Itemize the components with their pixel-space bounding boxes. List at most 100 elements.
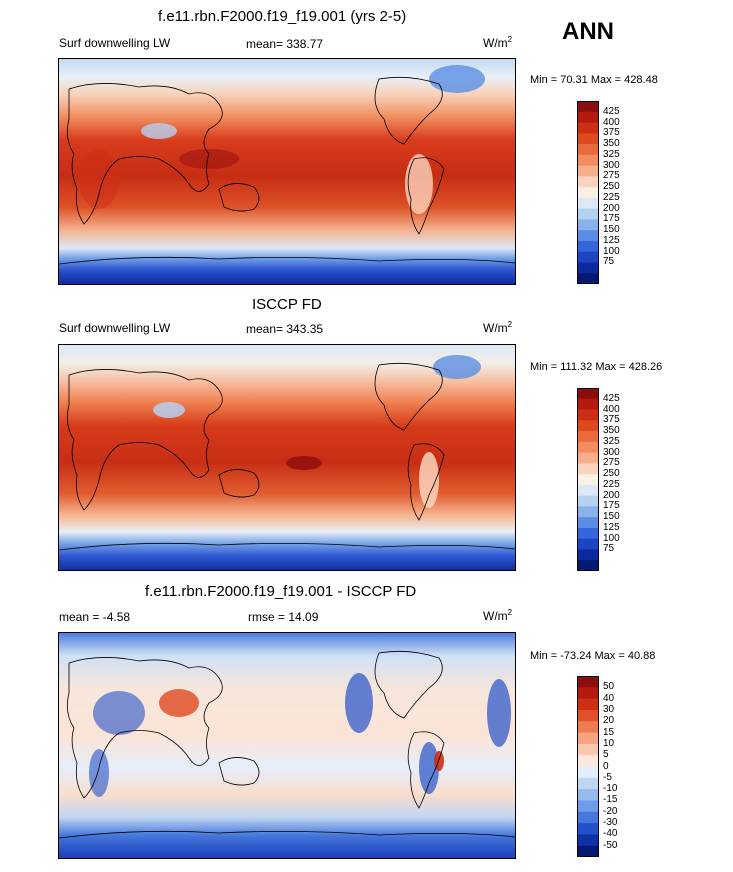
colorbar-tick-label: 175 xyxy=(603,213,620,225)
colorbar-tick-label: 125 xyxy=(603,234,620,246)
panel2-map xyxy=(58,344,516,571)
colorbar-swatch xyxy=(577,823,599,835)
colorbar-tick-label: -50 xyxy=(603,839,618,851)
colorbar-tick-label: 125 xyxy=(603,521,620,533)
panel2-units: W/m2 xyxy=(483,320,513,335)
colorbar-swatch xyxy=(577,273,599,284)
panel2-title: ISCCP FD xyxy=(252,296,322,313)
colorbar-tick-label: 425 xyxy=(603,105,620,117)
colorbar-tick-label: 10 xyxy=(603,737,615,749)
colorbar-swatch xyxy=(577,549,599,561)
colorbar-tick-label: -10 xyxy=(603,783,618,795)
panel1-units: W/m2 xyxy=(483,35,513,50)
panel2-map-svg xyxy=(59,345,515,570)
panel1-colorbar-svg xyxy=(577,101,599,284)
colorbar-swatch xyxy=(577,709,599,722)
colorbar-swatch xyxy=(577,845,599,857)
colorbar-swatch xyxy=(577,154,599,167)
colorbar-swatch xyxy=(577,251,599,263)
colorbar-tick-label: 250 xyxy=(603,181,620,193)
colorbar-swatch xyxy=(577,721,599,734)
panel3-minmax: Min = -73.24 Max = 40.88 xyxy=(530,650,656,662)
colorbar-tick-label: 150 xyxy=(603,511,620,523)
colorbar-swatch xyxy=(577,743,599,756)
colorbar-swatch xyxy=(577,834,599,847)
colorbar-tick-label: 200 xyxy=(603,202,620,214)
colorbar-swatch xyxy=(577,144,599,156)
colorbar-tick-label: 100 xyxy=(603,245,620,257)
colorbar-tick-label: 5 xyxy=(603,749,609,761)
colorbar-tick-label: 275 xyxy=(603,170,620,182)
colorbar-tick-label: -40 xyxy=(603,828,618,840)
panel1-map xyxy=(58,58,516,285)
panel1-title: f.e11.rbn.F2000.f19_f19.001 (yrs 2-5) xyxy=(158,8,407,25)
colorbar-swatch xyxy=(577,687,599,700)
panel2-mean-label: mean= 343.35 xyxy=(246,322,324,336)
colorbar-swatch xyxy=(577,240,599,253)
colorbar-swatch xyxy=(577,698,599,711)
colorbar-swatch xyxy=(577,388,599,400)
colorbar-swatch xyxy=(577,219,599,231)
colorbar-swatch xyxy=(577,676,599,688)
colorbar-tick-label: 275 xyxy=(603,457,620,469)
colorbar-tick-label: -15 xyxy=(603,794,618,806)
panel2-minmax: Min = 111.32 Max = 428.26 xyxy=(530,361,663,373)
colorbar-tick-label: 350 xyxy=(603,425,620,437)
colorbar-swatch xyxy=(577,755,599,767)
colorbar-tick-label: -5 xyxy=(603,771,612,783)
panel2-variable-label: Surf downwelling LW xyxy=(59,321,171,335)
colorbar-swatch xyxy=(577,538,599,550)
colorbar-tick-label: 375 xyxy=(603,414,620,426)
colorbar-swatch xyxy=(577,789,599,801)
colorbar-swatch xyxy=(577,732,599,745)
colorbar-swatch xyxy=(577,777,599,790)
colorbar-tick-label: 325 xyxy=(603,435,620,447)
panel3-title: f.e11.rbn.F2000.f19_f19.001 - ISCCP FD xyxy=(145,583,417,600)
colorbar-tick-label: -20 xyxy=(603,805,618,817)
colorbar-swatch xyxy=(577,474,599,486)
colorbar-swatch xyxy=(577,197,599,210)
colorbar-border xyxy=(577,388,599,571)
colorbar-swatch xyxy=(577,495,599,507)
colorbar-swatch xyxy=(577,230,599,242)
colorbar-tick-label: 200 xyxy=(603,489,620,501)
colorbar-swatch xyxy=(577,133,599,145)
colorbar-swatch xyxy=(577,262,599,274)
colorbar-tick-label: 30 xyxy=(603,703,615,715)
panel3-units: W/m2 xyxy=(483,608,513,623)
colorbar-tick-label: 225 xyxy=(603,191,620,203)
colorbar-swatch xyxy=(577,811,599,824)
panel1-variable-label: Surf downwelling LW xyxy=(59,36,171,50)
colorbar-swatch xyxy=(577,452,599,464)
panel1-minmax: Min = 70.31 Max = 428.48 xyxy=(530,74,658,86)
colorbar-swatch xyxy=(577,187,599,199)
colorbar-tick-label: 425 xyxy=(603,392,620,404)
colorbar-swatch xyxy=(577,208,599,220)
colorbar-tick-label: 40 xyxy=(603,692,615,704)
colorbar-tick-label: 75 xyxy=(603,256,615,268)
colorbar-tick-label: 300 xyxy=(603,159,620,171)
colorbar-tick-label: 400 xyxy=(603,403,620,415)
panel3-colorbar: 50 40 30 20 15 10 5 0 -5 -10 -15 -20 -30 -40 -50 xyxy=(577,676,617,857)
colorbar-tick-label: 350 xyxy=(603,138,620,150)
colorbar-tick-label: 250 xyxy=(603,468,620,480)
colorbar-tick-label: 225 xyxy=(603,478,620,490)
colorbar-swatch xyxy=(577,111,599,124)
colorbar-swatch xyxy=(577,409,599,421)
season-label: ANN xyxy=(562,18,614,45)
colorbar-tick-label: 300 xyxy=(603,446,620,458)
panel1-mean-label: mean= 338.77 xyxy=(246,37,324,51)
colorbar-swatch xyxy=(577,800,599,813)
colorbar-swatch xyxy=(577,766,599,779)
colorbar-swatch xyxy=(577,560,599,571)
colorbar-swatch xyxy=(577,101,599,113)
colorbar-tick-label: 15 xyxy=(603,726,615,738)
panel2-colorbar: 425 400 375 350 325 300 275 250 225 200 175 150 125 1… xyxy=(577,388,620,571)
colorbar-tick-label: 400 xyxy=(603,116,620,128)
colorbar-tick-label: 20 xyxy=(603,715,615,727)
colorbar-swatch xyxy=(577,517,599,529)
colorbar-swatch xyxy=(577,506,599,518)
colorbar-tick-label: 325 xyxy=(603,148,620,160)
colorbar-swatch xyxy=(577,420,599,432)
panel2-colorbar-svg xyxy=(577,388,599,571)
